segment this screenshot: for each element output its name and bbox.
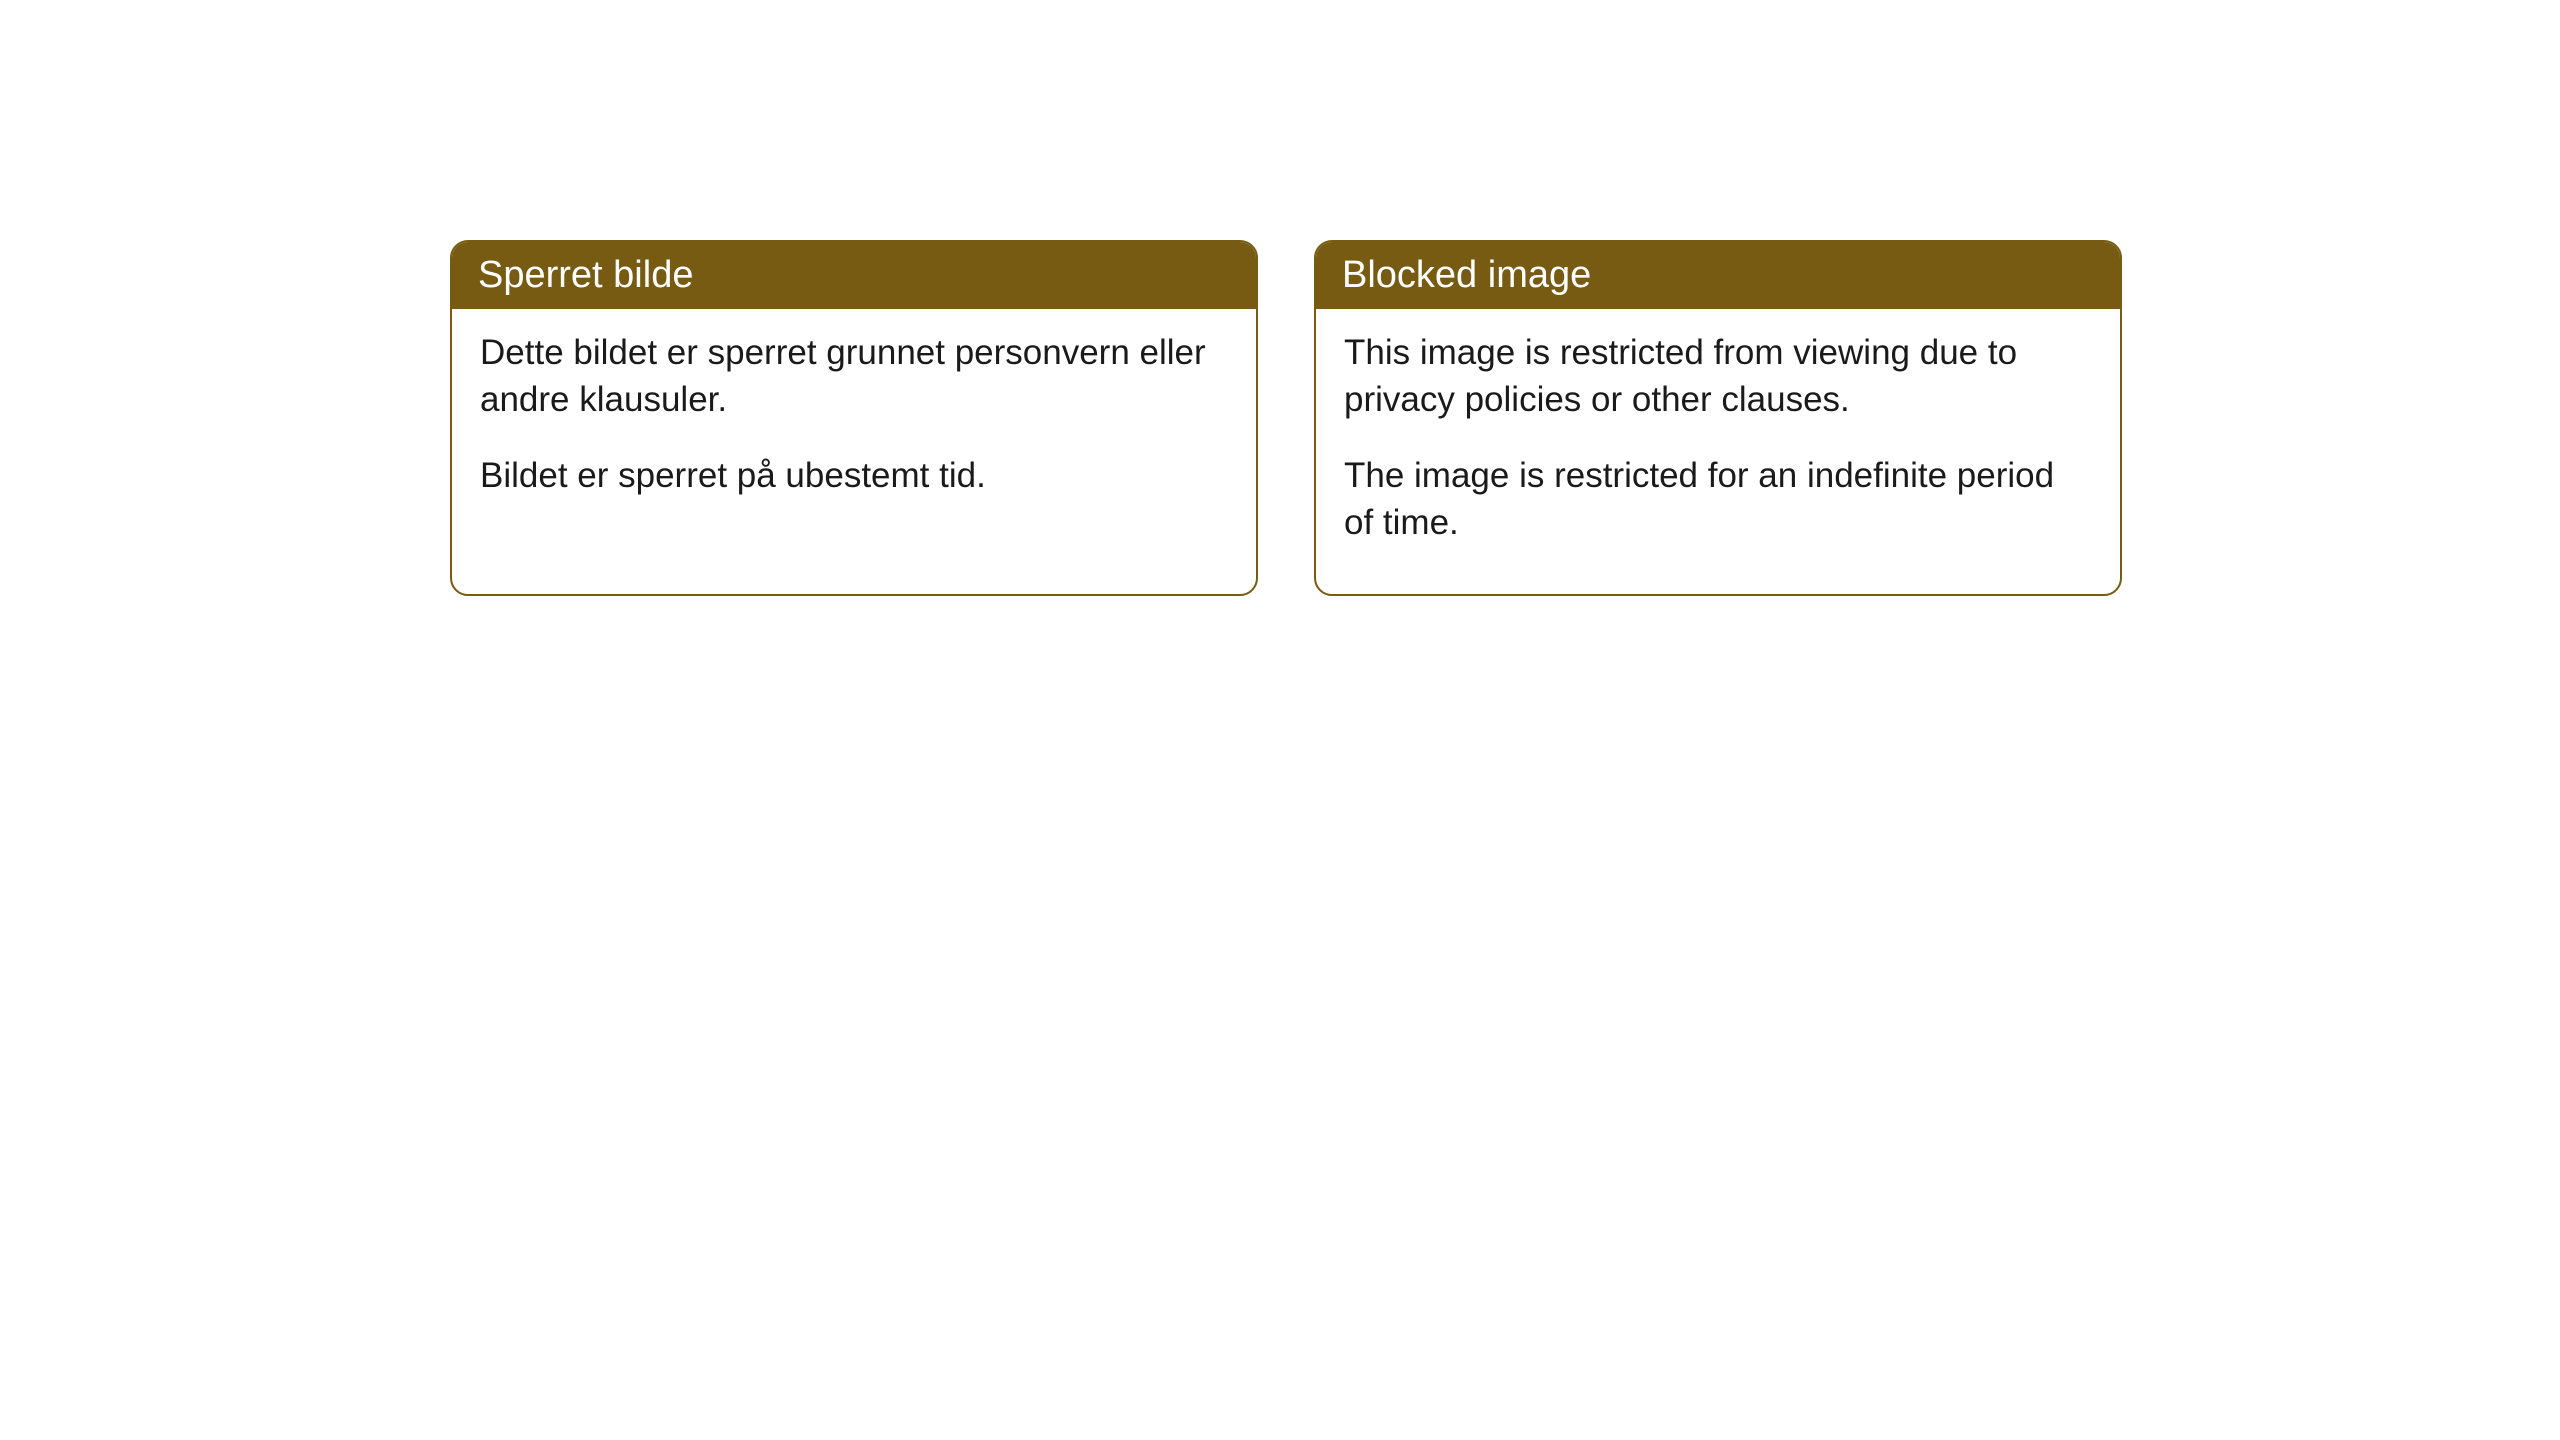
card-body: This image is restricted from viewing du… bbox=[1316, 309, 2120, 594]
card-title: Sperret bilde bbox=[478, 254, 693, 296]
card-header: Sperret bilde bbox=[452, 242, 1256, 309]
notice-card-english: Blocked image This image is restricted f… bbox=[1314, 240, 2122, 596]
card-header: Blocked image bbox=[1316, 242, 2120, 309]
card-paragraph: Bildet er sperret på ubestemt tid. bbox=[480, 452, 1228, 499]
card-paragraph: This image is restricted from viewing du… bbox=[1344, 329, 2092, 424]
card-paragraph: Dette bildet er sperret grunnet personve… bbox=[480, 329, 1228, 424]
card-body: Dette bildet er sperret grunnet personve… bbox=[452, 309, 1256, 547]
card-title: Blocked image bbox=[1342, 254, 1591, 296]
notice-card-norwegian: Sperret bilde Dette bildet er sperret gr… bbox=[450, 240, 1258, 596]
card-paragraph: The image is restricted for an indefinit… bbox=[1344, 452, 2092, 547]
notice-cards-container: Sperret bilde Dette bildet er sperret gr… bbox=[450, 240, 2122, 596]
